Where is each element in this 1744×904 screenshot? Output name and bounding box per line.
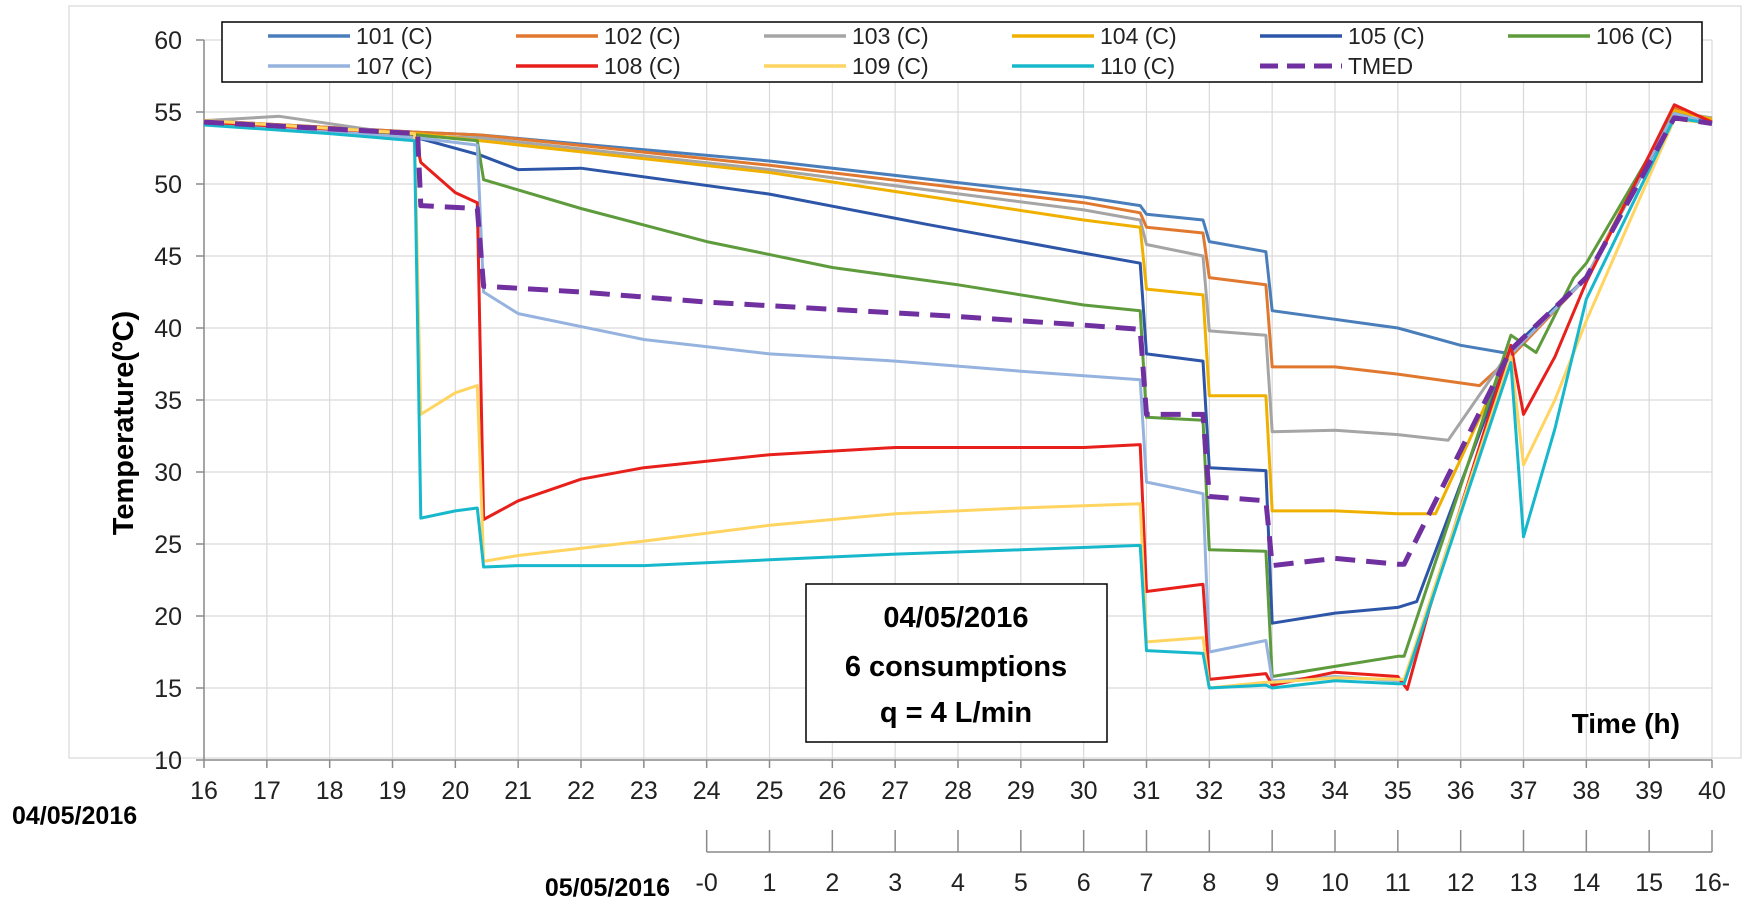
legend: 101 (C) 102 (C) 103 (C) 104 (C) 105 (C) 106 (…	[221, 21, 1703, 83]
x-tick-label: 33	[1258, 777, 1286, 805]
secondary-tick-label: 13	[1510, 869, 1538, 897]
y-tick-label: 10	[154, 747, 182, 775]
x-tick-label: 27	[881, 777, 909, 805]
x-tick-label: 31	[1133, 777, 1161, 805]
annotation-line-consumptions: 6 consumptions	[845, 651, 1067, 683]
legend-label: 101 (C)	[356, 23, 433, 49]
secondary-tick-label: 9	[1265, 869, 1279, 897]
x-tick-label: 40	[1698, 777, 1726, 805]
x-tick-label: 35	[1384, 777, 1412, 805]
secondary-tick-label: 7	[1140, 869, 1154, 897]
secondary-tick-label: 1	[763, 869, 777, 897]
y-tick-labels: 10 15 20 25 30 35 40 45 50 55 60	[154, 27, 182, 775]
x-tick-label: 24	[693, 777, 721, 805]
axes	[196, 39, 1713, 768]
x-tick-label: 18	[316, 777, 344, 805]
secondary-x-axis: -0 1 2 3 4 5 6 7 8 9 10 11 12 13 14 15 16-	[696, 830, 1730, 897]
legend-label: 105 (C)	[1348, 23, 1425, 49]
secondary-tick-label: 16-	[1694, 869, 1730, 897]
x-tick-label: 34	[1321, 777, 1349, 805]
legend-label: 109 (C)	[852, 53, 929, 79]
secondary-axis-date: 05/05/2016	[545, 874, 670, 902]
x-tick-label: 38	[1572, 777, 1600, 805]
y-tick-label: 20	[154, 603, 182, 631]
x-tick-label: 16	[190, 777, 218, 805]
secondary-tick-label: 2	[825, 869, 839, 897]
x-tick-label: 21	[504, 777, 532, 805]
y-axis-label: Temperature(ºC)	[108, 311, 140, 535]
series-lines	[203, 103, 1713, 691]
secondary-tick-label: 5	[1014, 869, 1028, 897]
y-tick-label: 55	[154, 99, 182, 127]
primary-axis-date: 04/05/2016	[12, 802, 137, 830]
x-tick-label: 29	[1007, 777, 1035, 805]
annotation-box: 04/05/2016 6 consumptions q = 4 L/min	[805, 583, 1108, 743]
legend-label: 102 (C)	[604, 23, 681, 49]
legend-label: 103 (C)	[852, 23, 929, 49]
y-tick-label: 60	[154, 27, 182, 55]
legend-label: TMED	[1348, 53, 1413, 79]
x-axis-label: Time (h)	[1572, 708, 1680, 739]
annotation-frame	[805, 583, 1108, 743]
legend-label: 104 (C)	[1100, 23, 1177, 49]
x-tick-label: 25	[756, 777, 784, 805]
y-tick-label: 40	[154, 315, 182, 343]
annotation-line-flow: q = 4 L/min	[880, 697, 1032, 729]
x-tick-labels: 16 17 18 19 20 21 22 23 24 25 26 27 28 29 30 31 32 33 34 35…	[190, 777, 1726, 805]
x-tick-label: 23	[630, 777, 658, 805]
x-tick-label: 37	[1510, 777, 1538, 805]
series-line-110-c	[203, 116, 1713, 690]
secondary-tick-label: 4	[951, 869, 965, 897]
secondary-tick-label: 8	[1202, 869, 1216, 897]
secondary-tick-label: 14	[1572, 869, 1600, 897]
secondary-tick-label: 10	[1321, 869, 1349, 897]
legend-label: 107 (C)	[356, 53, 433, 79]
secondary-tick-label: 6	[1077, 869, 1091, 897]
secondary-tick-label: 12	[1447, 869, 1475, 897]
chart-frame	[68, 5, 1742, 759]
x-tick-label: 28	[944, 777, 972, 805]
y-tick-label: 45	[154, 243, 182, 271]
y-tick-label: 50	[154, 171, 182, 199]
legend-label: 106 (C)	[1596, 23, 1673, 49]
x-tick-label: 32	[1195, 777, 1223, 805]
secondary-tick-label: 3	[888, 869, 902, 897]
y-tick-label: 15	[154, 675, 182, 703]
series-line-108-c	[203, 103, 1713, 691]
x-tick-label: 30	[1070, 777, 1098, 805]
x-tick-label: 39	[1635, 777, 1663, 805]
legend-label: 108 (C)	[604, 53, 681, 79]
legend-label: 110 (C)	[1100, 53, 1175, 79]
x-tick-label: 19	[379, 777, 407, 805]
secondary-tick-label: 15	[1635, 869, 1663, 897]
legend-frame	[221, 21, 1703, 83]
x-tick-label: 17	[253, 777, 281, 805]
series-line-109-c	[203, 117, 1713, 690]
y-tick-label: 25	[154, 531, 182, 559]
x-tick-label: 26	[818, 777, 846, 805]
x-tick-label: 22	[567, 777, 595, 805]
secondary-tick-label: -0	[696, 869, 718, 897]
x-tick-label: 36	[1447, 777, 1475, 805]
secondary-tick-label: 11	[1385, 869, 1411, 897]
x-tick-label: 20	[441, 777, 469, 805]
annotation-line-date: 04/05/2016	[883, 602, 1028, 634]
y-tick-label: 35	[154, 387, 182, 415]
y-tick-label: 30	[154, 459, 182, 487]
series-line-tmed	[203, 115, 1713, 569]
